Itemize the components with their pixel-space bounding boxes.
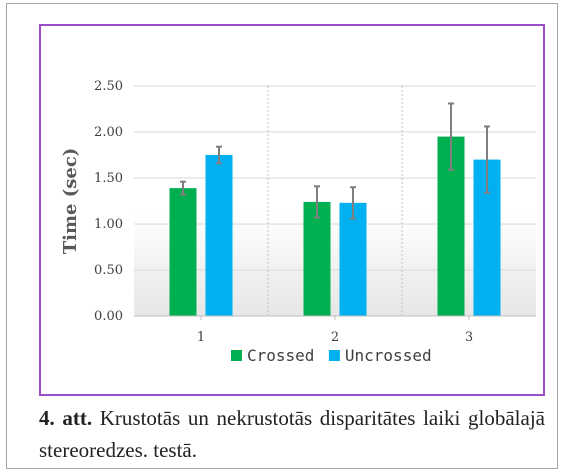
figure-container: 0.00 0.50 1.00 1.50 2.00 2.50 1 2 3 Time (sec) Cro… (6, 3, 558, 469)
legend-label: Uncrossed (345, 346, 432, 365)
bar (339, 202, 367, 316)
legend-swatch (231, 350, 242, 361)
x-tick-label: 2 (331, 330, 339, 345)
bar-chart: 0.00 0.50 1.00 1.50 2.00 2.50 1 2 3 Time (sec) Cro… (60, 79, 536, 365)
y-tick-label: 2.50 (94, 79, 123, 94)
plot-area (134, 86, 536, 316)
x-tick-label: 3 (465, 330, 473, 345)
x-tick-label: 1 (197, 330, 205, 345)
legend-label: Crossed (247, 346, 314, 365)
y-tick-label: 0.00 (94, 309, 123, 324)
bar (303, 201, 331, 316)
y-axis-title: Time (sec) (60, 148, 81, 255)
bar (205, 155, 233, 316)
y-tick-label: 0.50 (94, 263, 123, 278)
caption-text: Krustotās un nekrustotās disparitātes la… (39, 406, 545, 462)
legend-swatch (328, 350, 340, 361)
y-tick-label: 1.50 (94, 171, 123, 186)
bar (169, 188, 197, 316)
figure-caption: 4. att. Krustotās un nekrustotās dispari… (39, 402, 545, 466)
caption-label: 4. att. (39, 406, 93, 430)
y-tick-label: 1.00 (94, 217, 123, 232)
y-tick-label: 2.00 (94, 125, 123, 140)
chart-frame: 0.00 0.50 1.00 1.50 2.00 2.50 1 2 3 Time (sec) Cro… (39, 24, 545, 396)
